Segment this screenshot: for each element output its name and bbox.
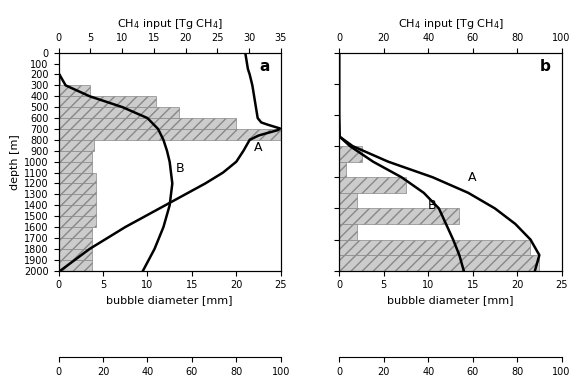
- Bar: [58, 129, 325, 140]
- Bar: [339, 208, 459, 224]
- Bar: [58, 107, 178, 118]
- Bar: [58, 238, 92, 249]
- Bar: [58, 74, 60, 85]
- Bar: [58, 162, 92, 173]
- Text: a: a: [259, 59, 270, 74]
- Bar: [58, 194, 96, 205]
- Text: B: B: [176, 162, 184, 175]
- Bar: [339, 193, 357, 208]
- X-axis label: CH$_4$ input [Tg CH$_4$]: CH$_4$ input [Tg CH$_4$]: [398, 17, 503, 31]
- Bar: [58, 118, 236, 129]
- Text: A: A: [254, 141, 263, 154]
- X-axis label: bubble diameter [mm]: bubble diameter [mm]: [387, 295, 514, 305]
- Bar: [58, 96, 156, 107]
- Bar: [339, 240, 531, 255]
- Y-axis label: depth [m]: depth [m]: [10, 134, 20, 190]
- Bar: [58, 260, 92, 271]
- X-axis label: bubble diameter [mm]: bubble diameter [mm]: [106, 295, 233, 305]
- Bar: [339, 162, 346, 177]
- Bar: [58, 173, 96, 183]
- Bar: [339, 146, 362, 162]
- Bar: [58, 183, 96, 194]
- Bar: [58, 249, 92, 260]
- Text: A: A: [468, 171, 477, 184]
- Text: b: b: [539, 59, 550, 74]
- Bar: [339, 224, 357, 240]
- Bar: [58, 227, 92, 238]
- Bar: [339, 177, 406, 193]
- Bar: [58, 85, 90, 96]
- Bar: [339, 255, 539, 271]
- Bar: [58, 140, 94, 151]
- Bar: [58, 151, 92, 162]
- Bar: [58, 205, 96, 216]
- Text: B: B: [428, 199, 437, 212]
- X-axis label: CH$_4$ input [Tg CH$_4$]: CH$_4$ input [Tg CH$_4$]: [117, 17, 222, 31]
- Bar: [58, 216, 96, 227]
